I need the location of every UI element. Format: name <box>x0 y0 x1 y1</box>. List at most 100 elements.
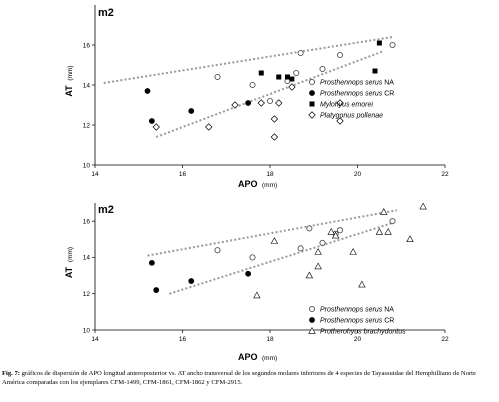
legend-series-suffix: NA <box>382 80 394 87</box>
y-tick-label: 14 <box>83 255 91 262</box>
series-1 <box>144 88 252 124</box>
data-point <box>336 99 344 107</box>
x-axis-unit: (mm) <box>262 355 277 362</box>
confidence-line <box>103 36 393 84</box>
data-point <box>245 100 252 106</box>
data-point <box>380 208 388 215</box>
data-point <box>305 271 314 279</box>
legend-marker <box>308 78 316 86</box>
y-axis-label: AT <box>64 266 74 278</box>
x-tick-label: 16 <box>179 171 187 178</box>
series-0 <box>214 218 396 261</box>
data-point <box>419 202 427 210</box>
y-tick-label: 10 <box>83 327 91 334</box>
data-point <box>275 99 283 107</box>
legend-label: Platygonus pollenae <box>320 113 383 120</box>
data-point <box>358 280 366 288</box>
y-tick-label: 10 <box>83 162 91 169</box>
data-point <box>214 73 221 81</box>
data-point <box>148 259 155 266</box>
data-point <box>153 287 160 293</box>
chart-panel-2: 14 16 18 20 22 10 12 14 16 m2 APO (mm) AT (mm) Prosthe… <box>64 202 449 362</box>
data-point <box>297 49 304 57</box>
data-point <box>406 235 414 242</box>
data-point <box>285 74 290 80</box>
legend-series-suffix: NA <box>382 307 394 314</box>
series-3 <box>152 83 344 141</box>
series-2 <box>253 202 427 299</box>
legend-label: Prosthennops serus NA <box>320 80 394 87</box>
data-point <box>319 239 326 246</box>
caption-label: Fig. 7: <box>2 370 20 377</box>
data-point <box>306 225 313 232</box>
data-point <box>349 247 357 255</box>
y-axis-unit: (mm) <box>67 247 74 262</box>
data-point <box>276 74 282 80</box>
legend-series-name: Prosthennops serus <box>320 307 383 314</box>
legend-series-suffix: CR <box>382 91 394 98</box>
data-point <box>389 41 396 49</box>
data-point <box>205 123 213 131</box>
panel-title: m2 <box>98 7 114 19</box>
chart-panel-1: 14 16 18 20 22 10 12 14 16 m2 APO (mm) AT (mm) Prosthe… <box>64 5 449 189</box>
legend-series-suffix: CR <box>382 318 394 325</box>
data-point <box>319 65 326 73</box>
data-point <box>327 228 335 235</box>
legend-series-name: Prosthennops serus <box>320 91 383 98</box>
x-tick-label: 14 <box>91 336 99 343</box>
y-tick-label: 12 <box>83 291 91 298</box>
data-point <box>188 278 195 284</box>
data-point <box>245 270 252 277</box>
legend-marker <box>308 305 316 313</box>
data-point <box>214 247 221 254</box>
legend-label: Prosthennops serus CR <box>320 318 394 325</box>
legend-series-name: Protherohyus brachydontus <box>320 329 406 336</box>
data-point <box>188 108 195 114</box>
panel-title: m2 <box>98 204 114 216</box>
data-point <box>336 51 344 59</box>
series-2 <box>258 40 382 82</box>
legend-marker <box>309 90 315 96</box>
legend-series-name: Mylohyus emorei <box>320 102 373 109</box>
data-point <box>249 254 256 261</box>
y-tick-label: 16 <box>83 42 91 49</box>
y-axis-label: AT <box>64 85 74 97</box>
legend: Prosthennops serus NA Prosthennops serus … <box>308 305 406 336</box>
data-point <box>384 228 392 235</box>
x-axis-label: APO <box>238 179 258 189</box>
confidence-line <box>169 222 393 295</box>
x-tick-label: 20 <box>354 336 362 343</box>
legend-series-name: Prosthennops serus <box>320 80 383 87</box>
x-tick-label: 22 <box>441 336 449 343</box>
legend-label: Mylohyus emorei <box>320 102 373 109</box>
data-point <box>375 228 384 235</box>
legend-series-name: Prosthennops serus <box>320 318 383 325</box>
data-point <box>336 117 344 125</box>
y-tick-label: 14 <box>83 82 91 89</box>
data-point <box>289 76 295 82</box>
legend-marker <box>309 101 315 107</box>
confidence-line <box>155 50 385 138</box>
data-point <box>144 88 151 94</box>
data-point <box>336 227 344 234</box>
x-tick-label: 22 <box>441 171 449 178</box>
x-axis-label: APO <box>238 352 258 362</box>
x-tick-label: 14 <box>91 171 99 178</box>
data-point <box>249 81 256 89</box>
data-point <box>253 291 261 299</box>
data-point <box>266 97 274 105</box>
x-tick-label: 20 <box>354 171 362 178</box>
data-point <box>293 69 300 77</box>
data-point <box>270 133 279 141</box>
data-point <box>257 99 265 107</box>
data-point <box>314 247 322 255</box>
x-axis-unit: (mm) <box>262 182 277 189</box>
data-point <box>389 218 396 225</box>
y-tick-label: 12 <box>83 122 91 129</box>
legend-marker <box>309 317 315 323</box>
legend-series-name: Platygonus pollenae <box>320 113 383 120</box>
data-point <box>314 262 322 270</box>
x-tick-label: 18 <box>266 171 274 178</box>
data-point <box>270 115 279 123</box>
